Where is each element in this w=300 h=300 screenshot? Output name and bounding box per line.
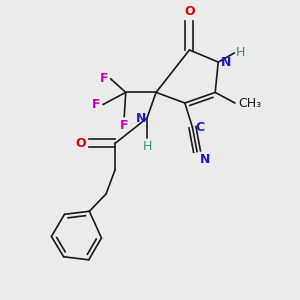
Text: F: F — [120, 119, 128, 132]
Text: CH₃: CH₃ — [238, 97, 261, 110]
Text: F: F — [100, 72, 108, 85]
Text: N: N — [136, 112, 146, 125]
Text: O: O — [76, 137, 86, 150]
Text: N: N — [221, 56, 231, 69]
Text: C: C — [195, 121, 204, 134]
Text: O: O — [184, 5, 195, 18]
Text: N: N — [200, 153, 210, 166]
Text: H: H — [142, 140, 152, 153]
Text: H: H — [236, 46, 245, 59]
Text: F: F — [92, 98, 100, 111]
